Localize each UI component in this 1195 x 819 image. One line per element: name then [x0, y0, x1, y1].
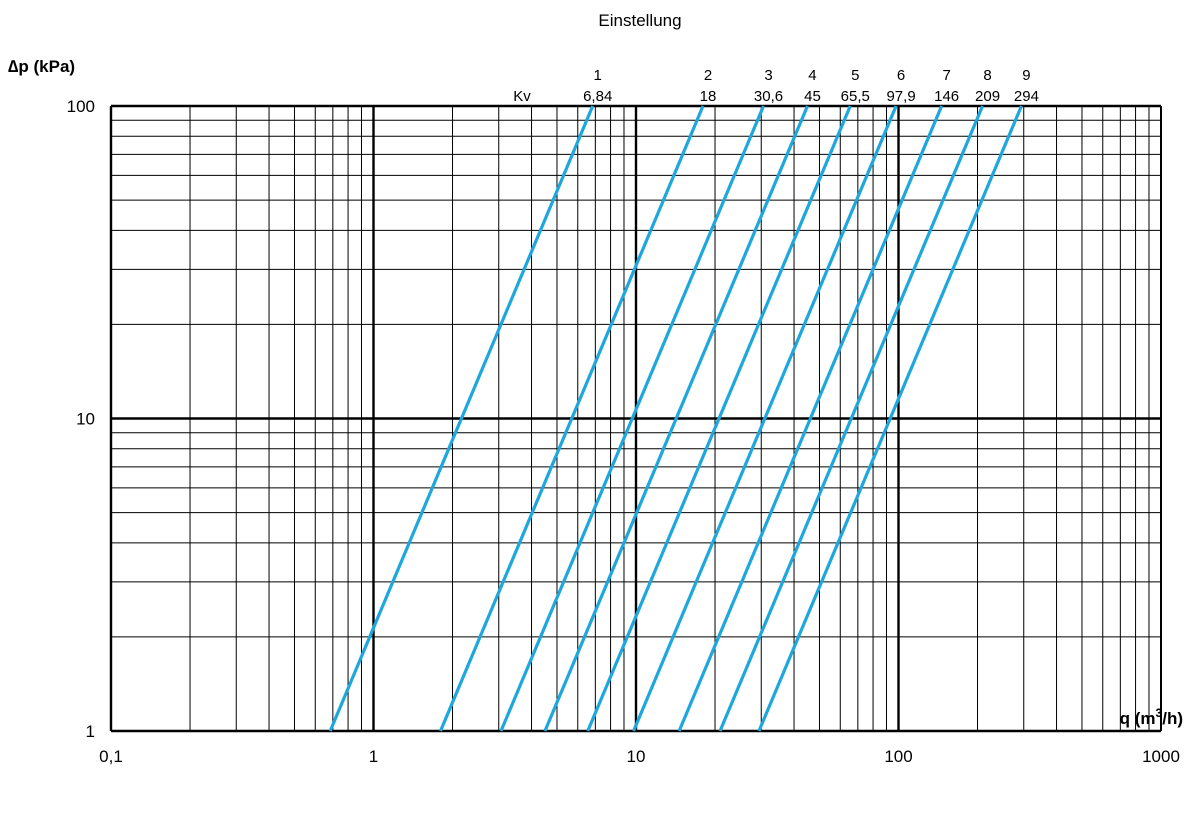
kv-curve-8 [718, 105, 985, 732]
kv-value-label-1: 6,84 [583, 88, 612, 105]
kv-curves [328, 105, 1023, 732]
kv-curve-6 [632, 105, 898, 732]
setting-label-2: 2 [704, 67, 712, 84]
kv-value-label-6: 97,9 [886, 88, 915, 105]
y-tick-label: 100 [67, 97, 95, 116]
grid [109, 104, 1162, 733]
x-tick-label: 1 [369, 747, 378, 766]
x-axis-label: q (m3/h) [1120, 706, 1183, 728]
kv-curve-3 [499, 105, 765, 732]
chart-title: Einstellung [598, 11, 681, 30]
kv-curve-5 [586, 105, 852, 732]
y-tick-label: 1 [86, 722, 95, 741]
kv-value-label-4: 45 [804, 88, 821, 105]
setting-label-8: 8 [983, 67, 991, 84]
x-axis-label-main: q (m [1120, 709, 1156, 728]
x-axis-label-end: /h) [1162, 709, 1183, 728]
setting-label-3: 3 [764, 67, 772, 84]
kv-value-label-7: 146 [934, 88, 959, 105]
x-tick-label: 0,1 [99, 747, 123, 766]
setting-label-1: 1 [594, 67, 602, 84]
setting-label-6: 6 [897, 67, 905, 84]
setting-label-5: 5 [851, 67, 859, 84]
kv-value-label-2: 18 [700, 88, 717, 105]
kv-curve-1 [328, 105, 595, 732]
y-tick-label: 10 [76, 410, 95, 429]
kv-curve-9 [757, 105, 1023, 732]
kv-curve-2 [439, 105, 705, 732]
kv-value-label-5: 65,5 [841, 88, 870, 105]
kv-row-label: Kv [513, 88, 531, 105]
curve-labels: 1 6,84 2 18 3 30,6 4 45 5 65,5 6 97,9 7 146 8 209 9 294 [583, 67, 1039, 105]
kv-value-label-9: 294 [1014, 88, 1039, 105]
setting-label-4: 4 [808, 67, 816, 84]
y-axis-label: ∆p (kPa) [8, 57, 75, 76]
setting-label-7: 7 [942, 67, 950, 84]
x-tick-label: 10 [627, 747, 646, 766]
x-axis-label-sup: 3 [1156, 706, 1163, 720]
x-tick-label: 1000 [1142, 747, 1180, 766]
x-tick-label: 100 [884, 747, 912, 766]
kv-value-label-3: 30,6 [754, 88, 783, 105]
kv-curve-4 [543, 105, 809, 732]
kv-curve-7 [677, 105, 944, 732]
setting-label-9: 9 [1022, 67, 1030, 84]
kv-value-label-8: 209 [975, 88, 1000, 105]
